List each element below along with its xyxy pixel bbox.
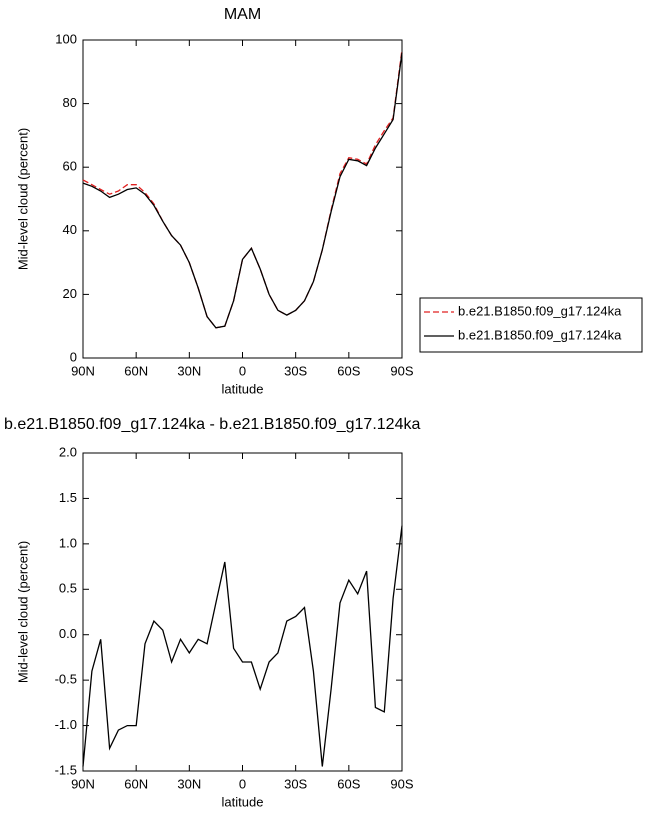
y-tick-label: 40 <box>63 222 77 237</box>
x-tick-label: 30N <box>177 776 201 791</box>
y-tick-label: 0 <box>70 349 77 364</box>
x-tick-label: 60S <box>337 776 360 791</box>
x-tick-label: 0 <box>239 363 246 378</box>
x-tick-label: 90S <box>390 363 413 378</box>
chart-title: b.e21.B1850.f09_g17.124ka - b.e21.B1850.… <box>4 416 420 433</box>
x-tick-label: 90N <box>71 776 95 791</box>
y-axis-label: Mid-level cloud (percent) <box>15 128 30 270</box>
line-series <box>82 49 403 329</box>
y-tick-label: -0.5 <box>55 672 77 687</box>
y-axis-label: Mid-level cloud (percent) <box>15 541 30 683</box>
plot-frame <box>82 39 403 359</box>
y-tick-label: -1.5 <box>55 762 77 777</box>
x-tick-label: 90N <box>71 363 95 378</box>
x-axis-label: latitude <box>222 794 264 809</box>
x-tick-label: 60N <box>124 776 148 791</box>
x-tick-label: 60N <box>124 363 148 378</box>
x-axis-label: latitude <box>222 381 264 396</box>
y-tick-label: 60 <box>63 159 77 174</box>
y-tick-label: 2.0 <box>59 444 77 459</box>
x-tick-label: 60S <box>337 363 360 378</box>
line-series <box>82 525 403 767</box>
y-tick-label: 20 <box>63 286 77 301</box>
plot-frame <box>82 452 403 772</box>
y-tick-label: 0.0 <box>59 626 77 641</box>
x-tick-label: 30S <box>284 776 307 791</box>
x-tick-label: 90S <box>390 776 413 791</box>
y-tick-label: 100 <box>55 31 77 46</box>
line-series <box>82 52 403 329</box>
y-tick-label: 80 <box>63 95 77 110</box>
y-tick-label: 1.0 <box>59 535 77 550</box>
y-tick-label: -1.0 <box>55 717 77 732</box>
legend-box <box>419 297 643 353</box>
x-tick-label: 0 <box>239 776 246 791</box>
y-tick-label: 0.5 <box>59 581 77 596</box>
chart-title: MAM <box>224 6 261 23</box>
legend-label: b.e21.B1850.f09_g17.124ka <box>458 327 622 342</box>
legend-label: b.e21.B1850.f09_g17.124ka <box>458 303 622 318</box>
y-tick-label: 1.5 <box>59 490 77 505</box>
x-tick-label: 30S <box>284 363 307 378</box>
x-tick-label: 30N <box>177 363 201 378</box>
